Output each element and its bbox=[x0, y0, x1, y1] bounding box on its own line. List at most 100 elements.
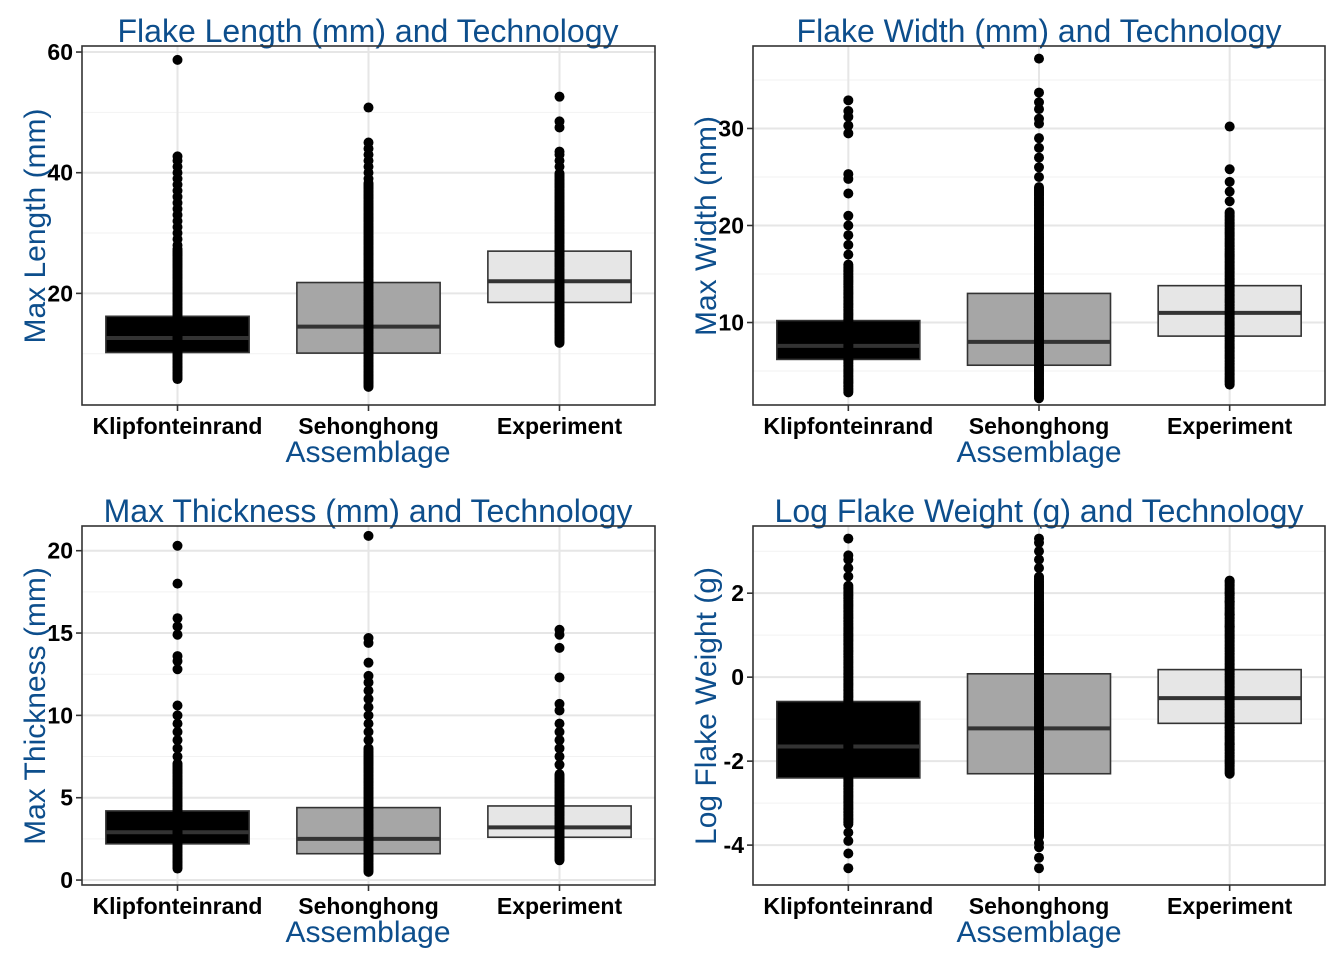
outlier-point bbox=[172, 54, 183, 65]
outlier-point bbox=[554, 751, 565, 762]
data-point bbox=[554, 769, 565, 780]
panel-border bbox=[752, 45, 1326, 406]
box-experiment bbox=[487, 91, 632, 348]
outlier-point bbox=[843, 550, 854, 561]
outlier-point bbox=[1034, 533, 1044, 544]
panel-flake-width: Flake Width (mm) and Technology Max Widt… bbox=[690, 13, 1326, 469]
outlier-point bbox=[1224, 164, 1235, 175]
outlier-point bbox=[363, 710, 374, 721]
outlier-point bbox=[843, 128, 854, 139]
x-tick-label: Sehonghong bbox=[969, 893, 1110, 919]
box-experiment bbox=[1157, 575, 1302, 779]
outlier-point bbox=[843, 95, 854, 106]
outlier-point bbox=[363, 632, 374, 643]
y-axis-title: Max Width (mm) bbox=[690, 116, 723, 336]
outlier-point bbox=[843, 533, 854, 544]
y-tick-label: 20 bbox=[718, 213, 744, 239]
panel-title: Max Thickness (mm) and Technology bbox=[104, 493, 633, 529]
outlier-point bbox=[843, 210, 854, 221]
outlier-point bbox=[172, 540, 183, 551]
box-sehonghong bbox=[296, 530, 441, 877]
box-sehonghong bbox=[966, 53, 1112, 404]
outlier-point bbox=[1224, 596, 1235, 607]
outlier-point bbox=[843, 571, 854, 582]
outlier-point bbox=[1034, 554, 1044, 565]
y-axis-title: Log Flake Weight (g) bbox=[690, 567, 723, 845]
outlier-point bbox=[554, 735, 565, 746]
outlier-point bbox=[172, 374, 183, 385]
y-tick-label: 60 bbox=[47, 39, 73, 65]
outlier-point bbox=[1034, 546, 1044, 557]
outlier-point bbox=[843, 169, 854, 180]
outlier-point bbox=[843, 230, 854, 241]
outlier-point bbox=[1224, 176, 1235, 187]
outlier-point bbox=[172, 751, 183, 762]
data-point bbox=[363, 743, 374, 754]
box-klipfonteinrand bbox=[776, 533, 921, 874]
y-tick-label: -4 bbox=[724, 832, 745, 858]
panel-border bbox=[752, 525, 1326, 886]
x-tick-label: Klipfonteinrand bbox=[763, 413, 933, 439]
outlier-point bbox=[843, 249, 854, 260]
outlier-point bbox=[363, 657, 374, 668]
x-tick-label: Experiment bbox=[1167, 413, 1293, 439]
outlier-point bbox=[363, 702, 374, 713]
y-tick-label: 5 bbox=[60, 785, 73, 811]
x-tick-label: Experiment bbox=[497, 413, 623, 439]
outlier-point bbox=[172, 151, 183, 162]
plot-area: -4 -2 0 2 Klipfonteinrand Sehonghong Experimen… bbox=[724, 525, 1326, 919]
outlier-point bbox=[1034, 852, 1044, 863]
y-tick-label: 0 bbox=[60, 867, 73, 893]
outlier-point bbox=[843, 562, 854, 573]
outlier-point bbox=[554, 698, 565, 709]
outlier-point bbox=[172, 743, 183, 754]
panel-border bbox=[81, 525, 656, 886]
outlier-point bbox=[554, 624, 565, 635]
outlier-point bbox=[363, 685, 374, 696]
y-tick-label: 20 bbox=[47, 538, 73, 564]
x-axis-title: Assemblage bbox=[285, 916, 450, 949]
outlier-point bbox=[1224, 588, 1235, 599]
outlier-point bbox=[843, 106, 854, 117]
outlier-point bbox=[172, 710, 183, 721]
outlier-point bbox=[363, 718, 374, 729]
y-tick-label: 30 bbox=[718, 115, 744, 141]
outlier-point bbox=[843, 120, 854, 131]
outlier-point bbox=[554, 718, 565, 729]
outlier-point bbox=[172, 651, 183, 662]
outlier-point bbox=[363, 530, 374, 541]
y-tick-label: 20 bbox=[47, 280, 73, 306]
box-experiment bbox=[1157, 121, 1302, 390]
outlier-point bbox=[554, 672, 565, 683]
outlier-point bbox=[843, 848, 854, 859]
outlier-point bbox=[1224, 575, 1235, 586]
x-tick-label: Experiment bbox=[497, 893, 623, 919]
data-point bbox=[172, 758, 183, 769]
x-tick-label: Sehonghong bbox=[969, 413, 1110, 439]
outlier-point bbox=[172, 735, 183, 746]
x-axis-title: Assemblage bbox=[956, 436, 1121, 469]
y-axis-title: Max Thickness (mm) bbox=[19, 567, 52, 845]
outlier-point bbox=[554, 116, 565, 127]
outlier-point bbox=[1224, 121, 1235, 132]
panel-title: Log Flake Weight (g) and Technology bbox=[775, 493, 1304, 529]
box-klipfonteinrand bbox=[776, 95, 921, 398]
outlier-point bbox=[843, 239, 854, 250]
data-point bbox=[843, 580, 854, 591]
panel-flake-length: Flake Length (mm) and Technology Max Len… bbox=[19, 13, 656, 469]
outlier-point bbox=[172, 613, 183, 624]
outlier-point bbox=[1034, 562, 1044, 573]
x-tick-label: Klipfonteinrand bbox=[93, 413, 263, 439]
box-sehonghong bbox=[966, 533, 1112, 874]
outlier-point bbox=[1224, 186, 1235, 197]
outlier-point bbox=[1034, 863, 1044, 874]
x-tick-label: Klipfonteinrand bbox=[93, 893, 263, 919]
outlier-point bbox=[363, 726, 374, 737]
outlier-point bbox=[172, 629, 183, 640]
box-sehonghong bbox=[296, 102, 441, 392]
outlier-point bbox=[1034, 152, 1044, 163]
panel-max-thickness: Max Thickness (mm) and Technology Max Th… bbox=[19, 493, 656, 949]
outlier-point bbox=[1224, 722, 1235, 733]
outlier-point bbox=[554, 759, 565, 770]
outlier-point bbox=[172, 700, 183, 711]
